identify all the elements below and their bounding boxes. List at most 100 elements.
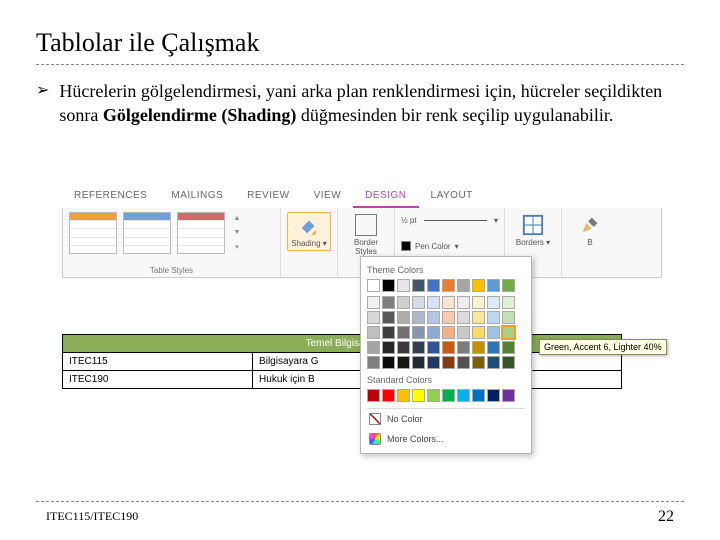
color-swatch[interactable] [442, 311, 455, 324]
word-screenshot: REFERENCES MAILINGS REVIEW VIEW DESIGN L… [62, 186, 662, 426]
color-swatch[interactable] [382, 279, 395, 292]
color-swatch[interactable] [367, 356, 380, 369]
color-swatch[interactable] [397, 341, 410, 354]
more-colors-option[interactable]: More Colors... [367, 429, 525, 449]
color-swatch[interactable] [442, 279, 455, 292]
color-swatch[interactable] [487, 389, 500, 402]
color-swatch[interactable] [412, 296, 425, 309]
color-swatch[interactable] [397, 296, 410, 309]
color-swatch[interactable] [412, 326, 425, 339]
table-style-gallery[interactable]: ▲ ▼ ▾ [69, 212, 274, 254]
color-swatch[interactable] [442, 326, 455, 339]
color-swatch[interactable] [427, 279, 440, 292]
color-swatch[interactable] [367, 326, 380, 339]
color-swatch[interactable] [427, 389, 440, 402]
color-swatch[interactable] [367, 341, 380, 354]
color-swatch[interactable] [397, 326, 410, 339]
color-swatch[interactable] [472, 311, 485, 324]
color-swatch[interactable] [412, 341, 425, 354]
color-swatch[interactable] [457, 389, 470, 402]
color-swatch[interactable] [487, 279, 500, 292]
shading-button[interactable]: Shading ▾ [287, 212, 331, 251]
table-row[interactable]: ITEC115 Bilgisayara G [63, 353, 622, 371]
color-swatch[interactable] [427, 296, 440, 309]
color-swatch[interactable] [502, 279, 515, 292]
color-swatch[interactable] [397, 279, 410, 292]
tab-view[interactable]: VIEW [302, 186, 354, 208]
table-style-thumb[interactable] [177, 212, 225, 254]
color-swatch[interactable] [472, 341, 485, 354]
color-swatch[interactable] [487, 311, 500, 324]
color-swatch[interactable] [472, 389, 485, 402]
color-swatch[interactable] [442, 341, 455, 354]
color-swatch[interactable] [412, 311, 425, 324]
tab-mailings[interactable]: MAILINGS [159, 186, 235, 208]
color-swatch[interactable] [442, 389, 455, 402]
color-swatch[interactable] [382, 341, 395, 354]
footer-divider [36, 501, 684, 502]
color-swatch[interactable] [427, 326, 440, 339]
color-swatch[interactable] [502, 296, 515, 309]
color-swatch[interactable] [502, 326, 515, 339]
line-weight-select[interactable]: ½ pt ▾ [401, 212, 498, 228]
color-swatch[interactable] [427, 311, 440, 324]
color-swatch[interactable] [472, 279, 485, 292]
color-swatch[interactable] [487, 296, 500, 309]
color-swatch[interactable] [472, 326, 485, 339]
color-swatch[interactable] [487, 341, 500, 354]
color-swatch[interactable] [382, 389, 395, 402]
color-swatch[interactable] [397, 356, 410, 369]
color-swatch[interactable] [502, 356, 515, 369]
color-swatch[interactable] [382, 356, 395, 369]
color-swatch[interactable] [487, 356, 500, 369]
tab-references[interactable]: REFERENCES [62, 186, 159, 208]
color-swatch[interactable] [427, 341, 440, 354]
color-swatch[interactable] [397, 389, 410, 402]
color-swatch[interactable] [367, 279, 380, 292]
tab-review[interactable]: REVIEW [235, 186, 301, 208]
color-swatch[interactable] [382, 326, 395, 339]
color-swatch[interactable] [442, 296, 455, 309]
color-swatch[interactable] [502, 341, 515, 354]
tab-design[interactable]: DESIGN [353, 186, 418, 208]
border-styles-button[interactable]: Border Styles [344, 212, 388, 258]
color-swatch[interactable] [502, 389, 515, 402]
color-swatch[interactable] [472, 356, 485, 369]
color-swatch[interactable] [382, 296, 395, 309]
color-swatch[interactable] [397, 311, 410, 324]
color-swatch[interactable] [487, 326, 500, 339]
color-swatch[interactable] [457, 356, 470, 369]
color-swatch[interactable] [427, 356, 440, 369]
popup-section-standard: Standard Colors [367, 375, 525, 385]
table-style-thumb[interactable] [123, 212, 171, 254]
tab-layout[interactable]: LAYOUT [419, 186, 485, 208]
color-swatch[interactable] [457, 341, 470, 354]
table-header-cell[interactable]: Temel Bilgisayar [63, 335, 622, 353]
color-swatch[interactable] [442, 356, 455, 369]
color-swatch[interactable] [412, 356, 425, 369]
borders-button[interactable]: Borders ▾ [511, 212, 555, 249]
gallery-scroll-down-icon[interactable]: ▼ [231, 229, 243, 236]
table-row[interactable]: ITEC190 Hukuk için B [63, 371, 622, 389]
color-swatch[interactable] [457, 279, 470, 292]
gallery-scroll-up-icon[interactable]: ▲ [231, 215, 243, 222]
color-swatch[interactable] [472, 296, 485, 309]
pen-color-select[interactable]: Pen Color ▾ [401, 238, 498, 254]
no-color-option[interactable]: No Color [367, 408, 525, 429]
color-swatch[interactable] [382, 311, 395, 324]
color-swatch[interactable] [367, 296, 380, 309]
color-swatch[interactable] [457, 296, 470, 309]
standard-color-row [367, 389, 525, 402]
color-swatch[interactable] [502, 311, 515, 324]
color-swatch[interactable] [457, 326, 470, 339]
gallery-more-icon[interactable]: ▾ [231, 243, 243, 251]
color-swatch[interactable] [412, 389, 425, 402]
color-swatch[interactable] [457, 311, 470, 324]
color-swatch[interactable] [367, 311, 380, 324]
borders-icon [522, 214, 544, 236]
border-painter-button[interactable]: B [568, 212, 612, 249]
chevron-down-icon: ▾ [323, 239, 327, 248]
table-style-thumb[interactable] [69, 212, 117, 254]
color-swatch[interactable] [367, 389, 380, 402]
color-swatch[interactable] [412, 279, 425, 292]
